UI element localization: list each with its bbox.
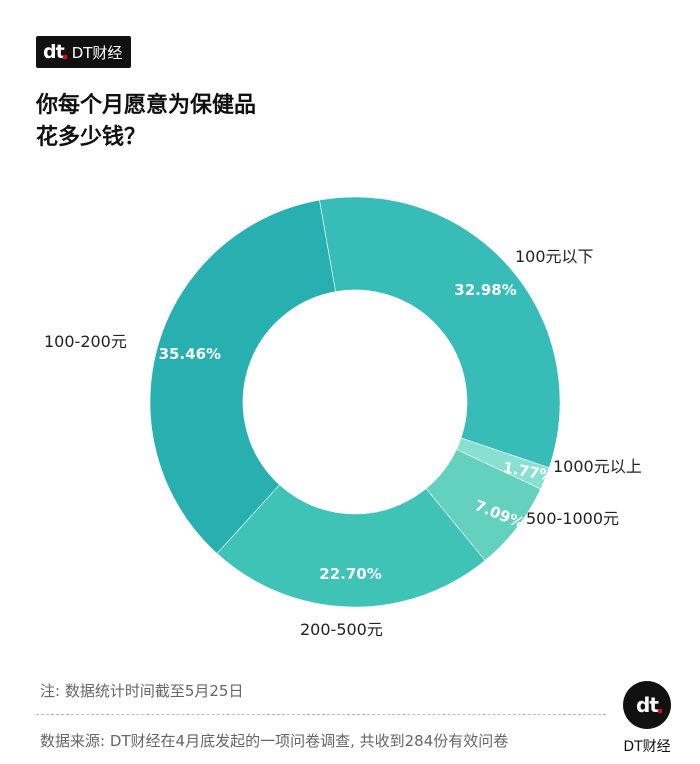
donut-slice xyxy=(216,484,486,608)
slice-percent-label: 32.98% xyxy=(454,281,516,299)
slice-percent-label: 22.70% xyxy=(319,565,381,583)
footer-logo-mark: dt xyxy=(636,693,662,717)
slice-percent-label: 35.46% xyxy=(159,345,221,363)
footer-logo: dt xyxy=(623,681,671,729)
donut-slice xyxy=(149,199,336,554)
chart-title: 你每个月愿意为保健品 花多少钱？ xyxy=(36,90,366,154)
brand-logo: dt DT财经 xyxy=(36,36,132,68)
footnote: 注: 数据统计时间截至5月25日 xyxy=(40,682,244,700)
chart-title-line-1: 你每个月愿意为保健品 xyxy=(36,93,257,118)
footer-brand: DT财经 xyxy=(623,739,671,755)
slice-category-label: 200-500元 xyxy=(300,620,383,639)
chart-title-line-2: 花多少钱？ xyxy=(36,125,147,150)
slice-category-label: 100元以下 xyxy=(515,247,594,266)
divider xyxy=(36,714,606,715)
slice-category-label: 100-200元 xyxy=(44,332,127,351)
brand-mark: dt xyxy=(43,41,67,63)
source-note: 数据来源: DT财经在4月底发起的一项问卷调查, 共收到284份有效问卷 xyxy=(40,732,509,750)
donut-slice xyxy=(319,196,561,469)
slice-category-label: 1000元以上 xyxy=(553,457,642,476)
slice-category-label: 500-1000元 xyxy=(526,509,619,528)
brand-name: DT财经 xyxy=(71,43,123,62)
